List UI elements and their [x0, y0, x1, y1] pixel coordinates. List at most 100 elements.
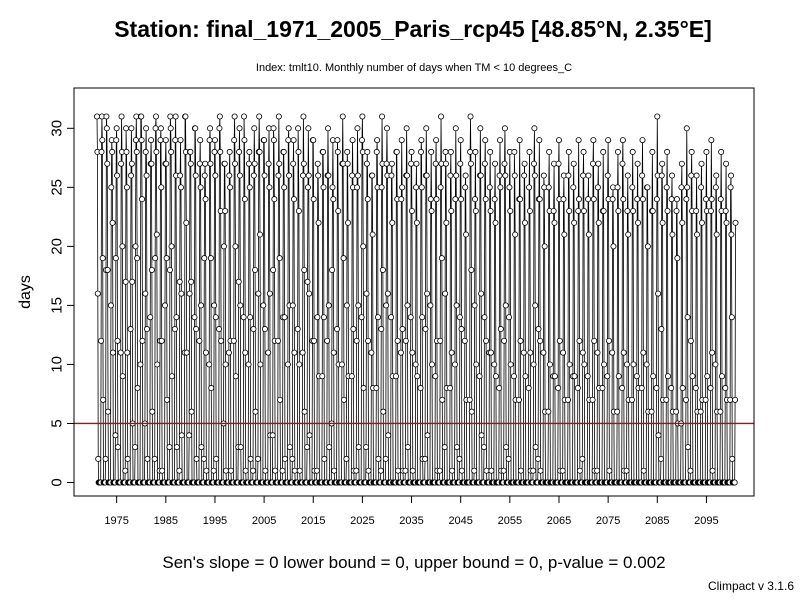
data-point	[350, 326, 357, 333]
data-point	[201, 255, 208, 262]
data-point	[566, 361, 573, 368]
data-point	[501, 125, 508, 132]
data-point	[202, 160, 209, 167]
data-point	[456, 314, 463, 321]
data-point	[619, 160, 626, 167]
data-point	[329, 184, 336, 191]
data-point	[231, 113, 238, 120]
data-point	[555, 160, 562, 167]
data-point	[624, 207, 631, 214]
data-point	[334, 137, 341, 144]
data-point	[148, 160, 155, 167]
data-point	[383, 160, 390, 167]
data-point	[492, 219, 499, 226]
data-point	[422, 326, 429, 333]
data-point	[521, 172, 528, 179]
data-point	[566, 207, 573, 214]
data-point	[218, 337, 225, 344]
data-point	[506, 184, 513, 191]
data-point	[717, 196, 724, 203]
data-point	[201, 172, 208, 179]
data-point	[684, 184, 691, 191]
data-point	[649, 148, 656, 155]
data-point	[103, 113, 110, 120]
data-point	[502, 302, 509, 309]
data-point	[122, 278, 129, 285]
data-point	[461, 337, 468, 344]
data-point	[462, 172, 469, 179]
data-point	[630, 361, 637, 368]
data-point	[729, 455, 736, 462]
data-point	[575, 207, 582, 214]
data-point	[585, 172, 592, 179]
data-point	[517, 337, 524, 344]
data-point	[639, 137, 646, 144]
data-point	[507, 207, 514, 214]
data-point	[353, 337, 360, 344]
data-point	[270, 266, 277, 273]
data-point	[471, 467, 478, 474]
data-point	[295, 207, 302, 214]
data-point	[424, 290, 431, 297]
data-point	[127, 326, 134, 333]
data-point	[285, 137, 292, 144]
data-point	[313, 467, 320, 474]
data-point	[177, 172, 184, 179]
data-point	[176, 467, 183, 474]
data-point	[520, 349, 527, 356]
data-point	[202, 196, 209, 203]
data-point	[236, 172, 243, 179]
data-point	[452, 196, 459, 203]
data-point	[301, 266, 308, 273]
data-point	[252, 266, 259, 273]
data-point	[693, 172, 700, 179]
data-point	[698, 219, 705, 226]
data-point	[99, 137, 106, 144]
data-point	[664, 207, 671, 214]
data-point	[717, 408, 724, 415]
data-point	[644, 243, 651, 250]
data-point	[497, 326, 504, 333]
data-point	[413, 160, 420, 167]
data-point	[424, 432, 431, 439]
data-point	[168, 148, 175, 155]
data-point	[535, 326, 542, 333]
data-point	[458, 467, 465, 474]
data-point	[640, 467, 647, 474]
data-point	[256, 148, 263, 155]
data-point	[112, 432, 119, 439]
data-point	[143, 172, 150, 179]
data-point	[723, 160, 730, 167]
data-point	[653, 196, 660, 203]
data-point	[594, 184, 601, 191]
data-point	[576, 196, 583, 203]
data-point	[728, 172, 735, 179]
data-point	[433, 137, 440, 144]
data-point	[168, 373, 175, 380]
x-tick-label: 1975	[104, 515, 128, 527]
x-tick-label: 1995	[203, 515, 227, 527]
data-point	[473, 361, 480, 368]
data-point	[635, 219, 642, 226]
data-point	[257, 361, 264, 368]
data-point	[453, 302, 460, 309]
data-point	[561, 231, 568, 238]
data-point	[133, 148, 140, 155]
data-point	[731, 479, 738, 486]
data-point	[315, 219, 322, 226]
data-point	[188, 278, 195, 285]
data-point	[255, 290, 262, 297]
data-point	[639, 172, 646, 179]
data-point	[186, 432, 193, 439]
data-point	[375, 455, 382, 462]
data-point	[399, 326, 406, 333]
data-point	[158, 337, 165, 344]
data-point	[599, 385, 606, 392]
data-point	[187, 160, 194, 167]
x-axis: 1975 1985 1995 2005 2015 2025 2035 2045 2055 2065…	[104, 496, 719, 527]
data-point	[105, 408, 112, 415]
data-point	[324, 337, 331, 344]
data-point	[630, 207, 637, 214]
data-point	[192, 172, 199, 179]
data-point	[99, 255, 106, 262]
